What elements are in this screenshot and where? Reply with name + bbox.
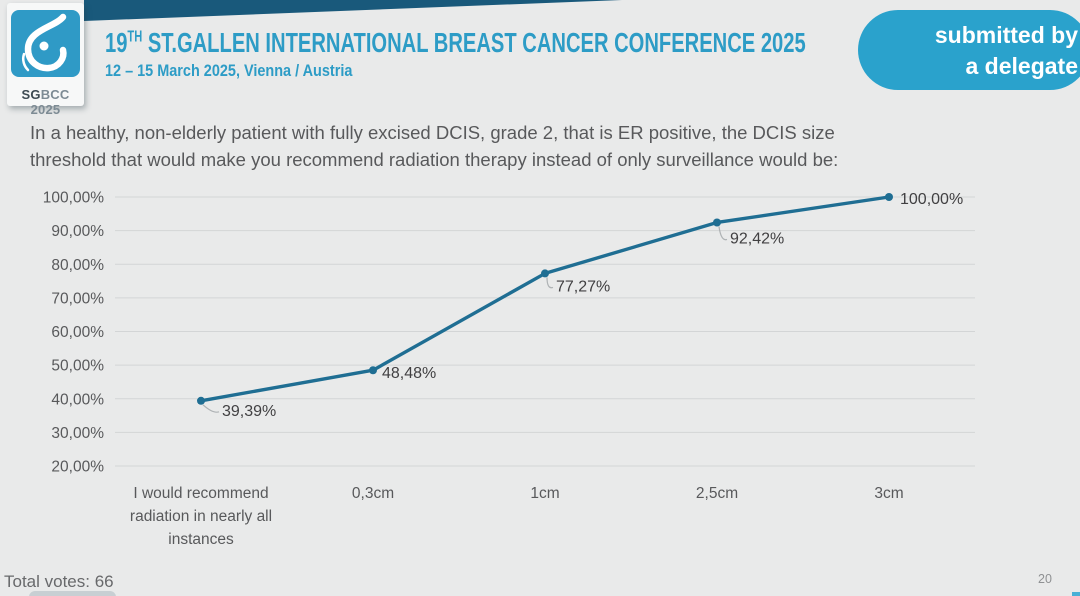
x-axis-labels: I would recommend radiation in nearly al… (0, 482, 1080, 562)
sgbcc-logo-text: SGBCC 2025 (7, 87, 84, 117)
data-point-label: 100,00% (900, 191, 963, 208)
data-point-label: 39,39% (222, 403, 276, 420)
poll-question-line1: In a healthy, non-elderly patient with f… (30, 122, 835, 143)
data-point-label: 92,42% (730, 230, 784, 247)
breast-drop-icon (21, 13, 67, 72)
y-axis-tick-label: 50,00% (51, 358, 104, 375)
x-axis-category-label: I would recommend radiation in nearly al… (129, 485, 273, 548)
badge-line1: submitted by (934, 22, 1078, 48)
title-ordinal: TH (127, 28, 143, 46)
poll-question: In a healthy, non-elderly patient with f… (30, 119, 1030, 173)
conference-date-location: 12 – 15 March 2025, Vienna / Austria (105, 61, 353, 80)
sgbcc-logo-icon (11, 10, 80, 77)
title-text: ST.GALLEN INTERNATIONAL BREAST CANCER CO… (142, 27, 806, 58)
data-point-label: 77,27% (556, 278, 610, 295)
x-axis-category-label: 0,3cm (351, 485, 395, 502)
vote-line-chart: 100,00% 90,00% 80,00% 70,00% 60,00% 50,00% 40,… (43, 190, 975, 476)
y-axis-tick-label: 30,00% (51, 425, 104, 442)
header-wedge-shape (84, 0, 622, 21)
title-number: 19 (105, 27, 128, 58)
y-axis-tick-label: 70,00% (51, 290, 104, 307)
y-axis-tick-label: 100,00% (43, 190, 104, 207)
corner-sliver-shape (1072, 592, 1080, 596)
x-axis-category-label: 1cm (530, 485, 560, 502)
total-votes-label: Total votes: 66 (4, 572, 114, 591)
x-axis-category-label: 3cm (874, 485, 904, 502)
conference-title: 19TH ST.GALLEN INTERNATIONAL BREAST CANC… (105, 27, 806, 59)
page-number: 20 (1038, 572, 1052, 586)
y-axis-tick-label: 90,00% (51, 223, 104, 240)
logo-brand-bold: SG (21, 87, 41, 102)
bottom-pill-shape (29, 591, 116, 596)
y-axis-tick-label: 20,00% (51, 459, 104, 476)
submitted-by-badge: submitted by a delegate (858, 10, 1080, 90)
x-axis-category-label: 2,5cm (695, 485, 739, 502)
poll-question-line2: threshold that would make you recommend … (30, 149, 839, 170)
logo-brand-rest: BCC 2025 (30, 87, 70, 117)
y-axis-tick-label: 40,00% (51, 391, 104, 408)
data-point-label: 48,48% (382, 365, 436, 382)
sgbcc-logo: SGBCC 2025 (7, 3, 84, 117)
y-axis-tick-label: 60,00% (51, 324, 104, 341)
y-axis-tick-label: 80,00% (51, 257, 104, 274)
badge-line2: a delegate (965, 53, 1079, 79)
